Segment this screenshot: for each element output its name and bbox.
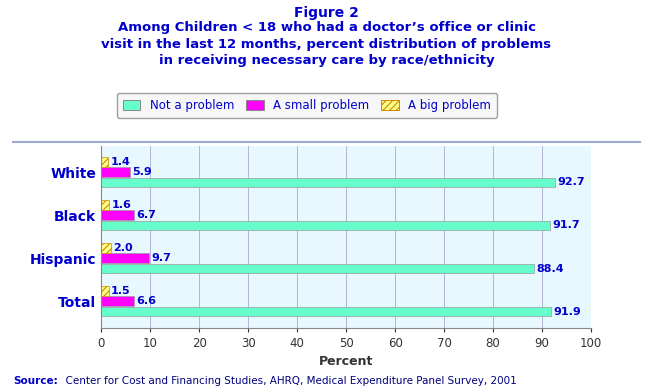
Text: 88.4: 88.4: [537, 263, 564, 274]
Bar: [101, 200, 109, 210]
Bar: [101, 157, 108, 166]
Bar: [101, 286, 108, 296]
Text: 92.7: 92.7: [558, 177, 585, 187]
Text: Source:: Source:: [13, 376, 58, 386]
Legend: Not a problem, A small problem, A big problem: Not a problem, A small problem, A big pr…: [117, 93, 497, 118]
Text: Center for Cost and Financing Studies, AHRQ, Medical Expenditure Panel Survey, 2: Center for Cost and Financing Studies, A…: [59, 376, 517, 386]
Bar: [101, 210, 134, 220]
Bar: [101, 307, 551, 316]
Text: 9.7: 9.7: [151, 253, 171, 263]
Bar: [101, 221, 550, 230]
Bar: [101, 264, 534, 273]
Bar: [101, 296, 134, 306]
Text: 1.6: 1.6: [112, 200, 131, 210]
Text: 91.7: 91.7: [552, 220, 581, 230]
Bar: [101, 243, 111, 253]
Bar: [101, 178, 555, 187]
Text: Figure 2: Figure 2: [294, 6, 359, 20]
Text: 91.9: 91.9: [554, 307, 581, 317]
Bar: [101, 253, 149, 263]
X-axis label: Percent: Percent: [319, 355, 374, 369]
Text: 1.4: 1.4: [110, 157, 131, 167]
Text: 2.0: 2.0: [114, 243, 133, 253]
Text: 6.7: 6.7: [136, 210, 156, 220]
Text: 6.6: 6.6: [136, 296, 156, 306]
Text: 5.9: 5.9: [133, 167, 152, 177]
Text: Among Children < 18 who had a doctor’s office or clinic
visit in the last 12 mon: Among Children < 18 who had a doctor’s o…: [101, 21, 552, 68]
Bar: [101, 168, 130, 177]
Text: 1.5: 1.5: [111, 286, 131, 296]
